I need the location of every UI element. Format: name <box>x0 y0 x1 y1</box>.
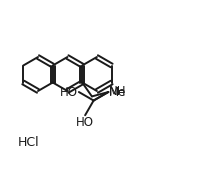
Text: Me: Me <box>109 86 127 99</box>
Text: HO: HO <box>76 116 94 129</box>
Text: HO: HO <box>60 86 78 99</box>
Text: NH: NH <box>109 84 127 98</box>
Text: HCl: HCl <box>18 137 40 150</box>
